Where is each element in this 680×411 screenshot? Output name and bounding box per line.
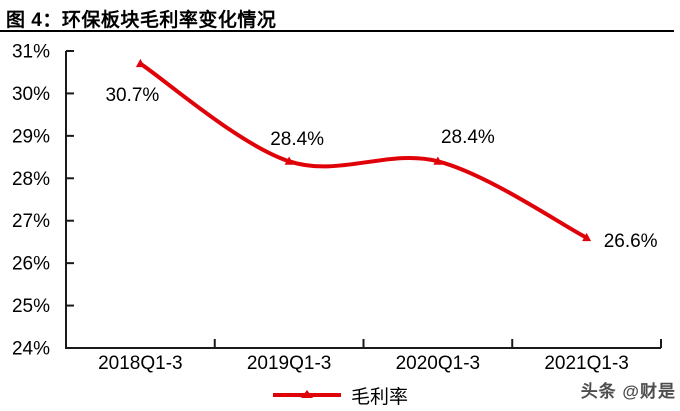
legend-label: 毛利率: [350, 386, 408, 408]
data-label: 26.6%: [604, 231, 658, 252]
x-axis-label: 2021Q1-3: [544, 353, 629, 374]
chart-legend: 毛利率: [0, 383, 680, 408]
series-line: [138, 61, 589, 240]
data-point-marker: [433, 156, 443, 165]
watermark: 头条 @财是: [580, 382, 676, 401]
y-tick-label: 30%: [12, 84, 50, 105]
title-underline: [0, 30, 674, 32]
x-axis-label: 2018Q1-3: [98, 353, 183, 374]
y-tick-label: 27%: [12, 211, 50, 232]
figure-title: 图 4：环保板块毛利率变化情况: [6, 10, 277, 31]
legend-line-icon: [272, 390, 341, 398]
y-tick-label: 31%: [12, 42, 50, 63]
data-label: 28.4%: [441, 127, 495, 148]
data-point-marker: [135, 58, 145, 68]
y-tick-label: 25%: [12, 296, 50, 317]
legend-triangle-marker-icon: [300, 390, 313, 398]
y-tick-label: 26%: [12, 254, 50, 275]
x-axis-label: 2020Q1-3: [396, 353, 481, 374]
y-tick-label: 24%: [12, 339, 50, 360]
y-tick-label: 29%: [12, 126, 50, 147]
y-tick-label: 28%: [12, 169, 50, 190]
data-label: 30.7%: [105, 85, 159, 106]
x-axis-label: 2019Q1-3: [247, 353, 332, 374]
data-point-marker: [582, 232, 592, 242]
data-label: 28.4%: [270, 129, 324, 150]
data-point-marker: [284, 156, 294, 165]
